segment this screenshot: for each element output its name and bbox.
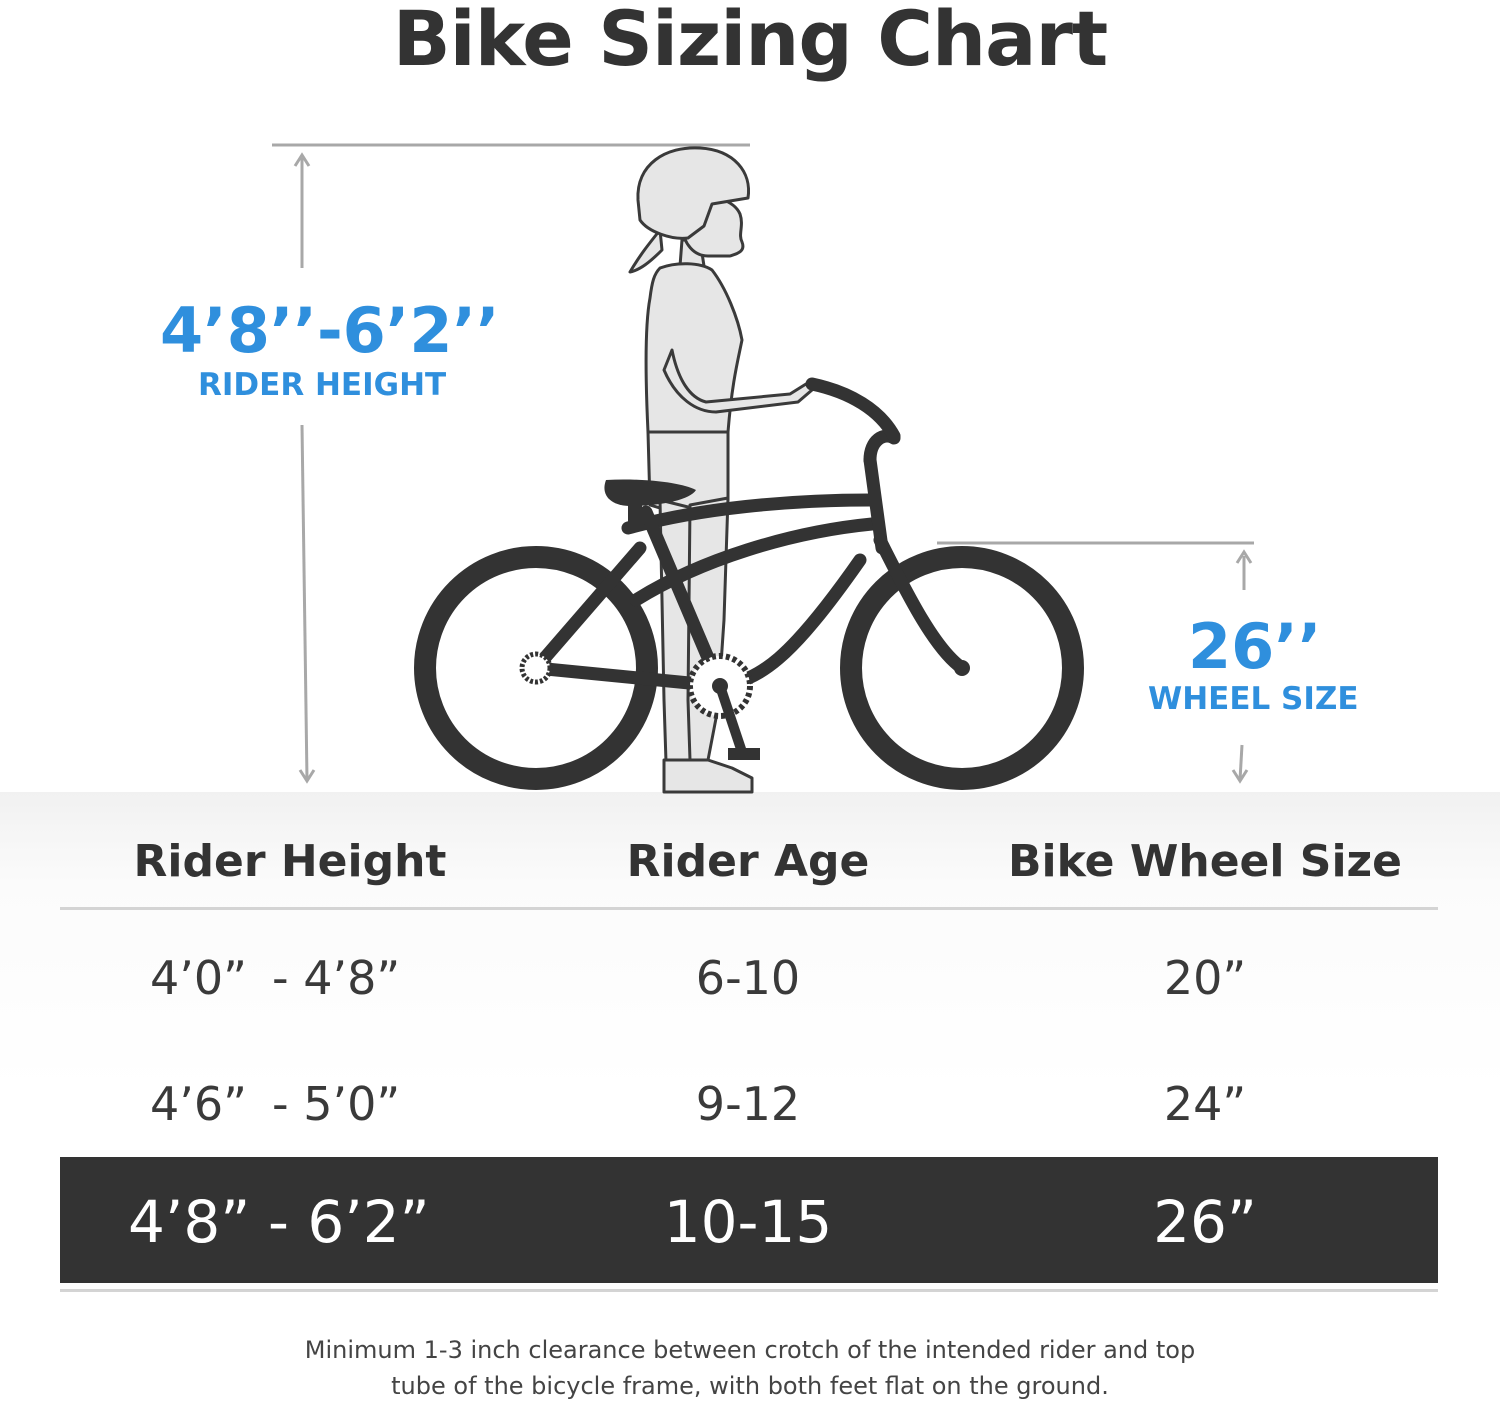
- row-height-from: 4’0”: [150, 951, 247, 1005]
- header-rider-age: Rider Age: [626, 836, 870, 887]
- header-rider-height: Rider Height: [133, 836, 447, 887]
- row-wheel: 24”: [1163, 1077, 1247, 1131]
- row-age: 10-15: [663, 1188, 833, 1256]
- rider-height-value: 4’8’’-6’2’’: [160, 294, 500, 367]
- footnote: Minimum 1-3 inch clearance between crotc…: [250, 1332, 1250, 1404]
- row-height-from: 4’6”: [150, 1077, 247, 1131]
- row-height-to: - 6’2”: [268, 1188, 430, 1256]
- row-wheel: 26”: [1153, 1188, 1257, 1256]
- rider-height-dimension-icon: [272, 143, 750, 784]
- highlighted-row-background: [60, 1157, 1438, 1283]
- bicycle-icon: [414, 377, 1084, 790]
- wheel-size-label: WHEEL SIZE: [1148, 681, 1359, 717]
- row-height-from: 4’8”: [128, 1188, 251, 1256]
- row-height-to: - 4’8”: [272, 951, 401, 1005]
- row-age: 6-10: [695, 951, 801, 1005]
- header-divider: [60, 907, 1438, 910]
- row-age: 9-12: [695, 1077, 801, 1131]
- wheel-size-value: 26’’: [1188, 610, 1322, 683]
- footnote-line-2: tube of the bicycle frame, with both fee…: [391, 1372, 1109, 1400]
- wheel-size-dimension-icon: [937, 541, 1254, 784]
- page-title: Bike Sizing Chart: [392, 0, 1109, 83]
- table-bottom-divider: [60, 1289, 1438, 1292]
- table-background: [0, 792, 1500, 1406]
- sizing-illustration: [272, 143, 1254, 794]
- row-wheel: 20”: [1163, 951, 1247, 1005]
- row-height-to: - 5’0”: [272, 1077, 401, 1131]
- header-wheel-size: Bike Wheel Size: [1007, 836, 1403, 887]
- footnote-line-1: Minimum 1-3 inch clearance between crotc…: [304, 1336, 1196, 1364]
- rider-height-label: RIDER HEIGHT: [198, 367, 447, 403]
